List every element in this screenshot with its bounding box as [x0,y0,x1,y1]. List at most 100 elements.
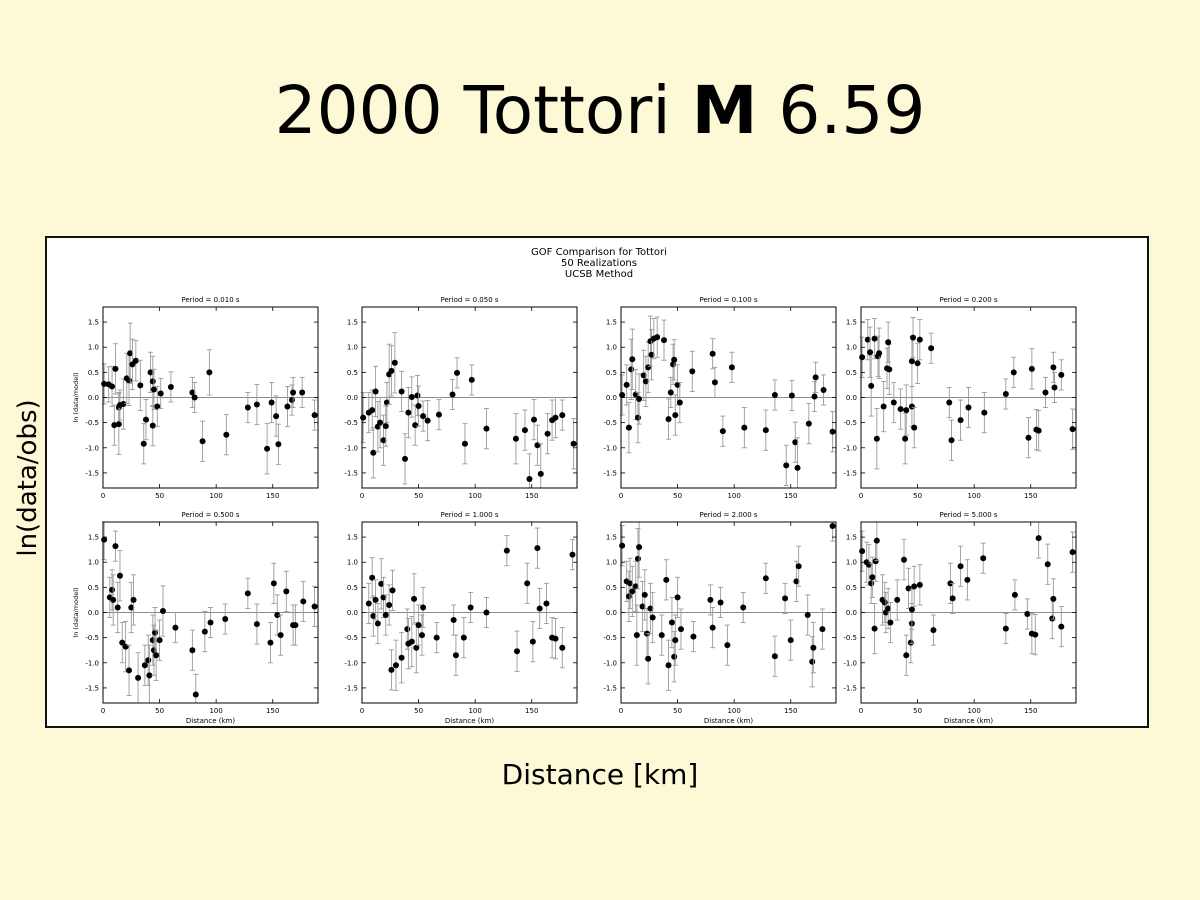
data-point [460,634,467,641]
data-point [641,591,648,598]
data-point [871,625,878,632]
gof-figure: GOF Comparison for Tottori 50 Realizatio… [72,247,1077,725]
subplot-title: Period = 0.050 s [440,296,498,304]
y-tick-label: 1.5 [606,319,617,327]
data-point [223,431,230,438]
data-point [369,407,376,414]
subplot-title: Period = 1.000 s [440,511,498,519]
y-tick-label: 0.0 [606,609,617,617]
data-point [709,350,716,357]
data-point [512,435,519,442]
y-tick-label: 1.5 [88,319,99,327]
data-point [885,339,892,346]
data-point [405,409,412,416]
data-point [648,351,655,358]
data-point [449,391,456,398]
data-point [661,337,667,344]
data-point [411,595,418,602]
data-point [110,596,117,603]
y-tick-label: 1.5 [347,534,358,542]
x-tick-label: 50 [155,707,164,715]
data-point [645,364,652,371]
data-point [1028,365,1035,372]
data-point [127,350,134,357]
subplot-grid: Period = 0.010 s -1.5 -1.0 -0.5 0.0 0.5 1.0 1.5… [72,296,1077,725]
subplot-panel: Period = 2.000 s -1.5 -1.0 -0.5 0.0 0.5 1.0 1.5… [603,511,837,725]
data-point [782,595,789,602]
data-point [433,634,440,641]
y-tick-label: 0.5 [347,369,358,377]
y-tick-label: 0.0 [606,394,617,402]
subplot-x-axis-label: Distance (km) [445,717,494,725]
x-tick-label: 50 [414,707,423,715]
data-point [369,574,376,581]
y-tick-label: 1.0 [88,559,99,567]
data-point [901,556,907,563]
data-point [244,590,251,597]
data-point [709,624,716,631]
data-point [147,369,154,376]
data-point [172,624,179,631]
data-point [771,391,778,398]
data-point [783,462,790,469]
data-point [150,386,157,393]
data-point [378,580,385,587]
title-magnitude-value: 6.59 [757,72,926,149]
data-point [267,639,274,646]
data-point [811,393,818,400]
data-point [649,614,656,621]
data-point [130,596,137,603]
data-point [639,603,646,610]
data-point [137,382,144,389]
data-point [724,642,731,649]
y-tick-label: 0.0 [347,609,358,617]
data-point [911,424,918,431]
data-point [413,644,420,651]
y-tick-label: -1.5 [344,684,358,692]
data-point [372,596,379,603]
y-tick-label: 0.0 [88,609,99,617]
data-point [189,647,196,654]
data-point [483,425,490,432]
data-point [284,403,291,410]
subplot-panel: Period = 0.100 s -1.5 -1.0 -0.5 0.0 0.5 1.0 1.5… [603,296,837,500]
data-point [795,563,802,570]
data-point [633,632,640,639]
data-point [1010,369,1017,376]
y-tick-label: 1.5 [846,534,857,542]
data-point [719,428,726,435]
data-point [207,619,214,626]
data-point [907,639,914,646]
x-tick-label: 100 [209,492,222,500]
y-tick-label: 1.0 [347,344,358,352]
data-point [534,442,541,449]
data-point [707,596,714,603]
data-point [690,633,697,640]
x-tick-label: 0 [859,492,863,500]
x-tick-label: 50 [673,492,682,500]
data-point [894,596,901,603]
subplot-panel: Period = 0.050 s -1.5 -1.0 -0.5 0.0 0.5 1.0 1.5… [344,296,578,500]
y-tick-label: -1.0 [843,659,857,667]
y-tick-label: 0.5 [606,369,617,377]
data-point [1002,390,1009,397]
data-point [311,603,318,610]
data-point [829,428,836,435]
data-point [559,412,566,419]
data-point [167,383,174,390]
data-point [928,345,935,352]
data-point [810,644,817,651]
data-point [1024,611,1031,618]
data-point [299,389,306,396]
data-point [914,360,921,367]
data-point [1042,389,1049,396]
data-point [109,586,116,593]
subplot-panel: Period = 0.010 s -1.5 -1.0 -0.5 0.0 0.5 1.0 1.5… [72,296,319,500]
data-point [1044,561,1051,568]
data-point [663,576,670,583]
y-tick-label: 1.5 [88,534,99,542]
slide-title: 2000 Tottori M 6.59 [0,78,1200,144]
data-point [819,626,826,633]
y-tick-label: -0.5 [85,419,99,427]
x-tick-label: 150 [784,707,797,715]
